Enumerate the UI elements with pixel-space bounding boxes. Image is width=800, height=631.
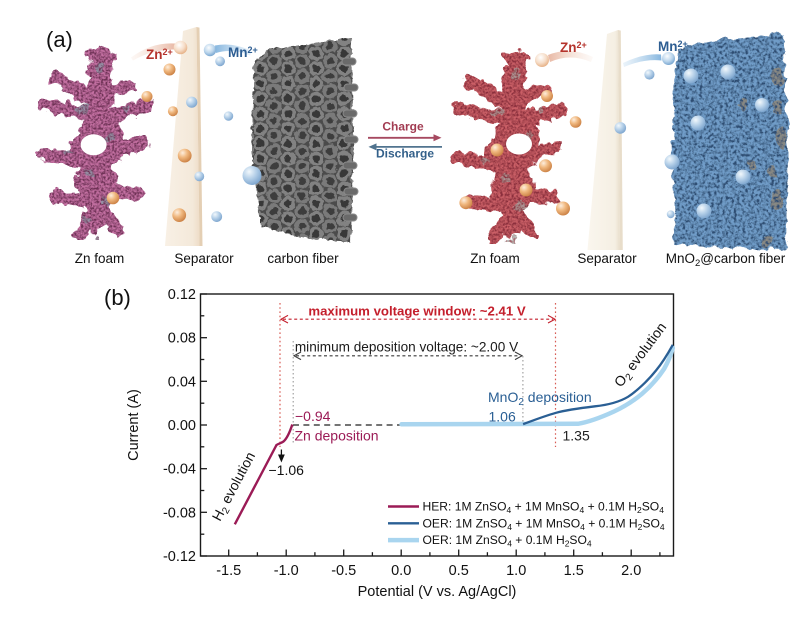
svg-text:Separator: Separator	[577, 251, 637, 266]
svg-text:Zn foam: Zn foam	[75, 251, 125, 266]
svg-text:carbon fiber: carbon fiber	[267, 251, 339, 266]
svg-text:-0.5: -0.5	[331, 563, 356, 579]
svg-text:-1.0: -1.0	[274, 563, 299, 579]
svg-text:-0.04: -0.04	[163, 462, 196, 478]
svg-text:0.08: 0.08	[168, 331, 196, 347]
svg-text:HER: 1M ZnSO4 + 1M MnSO4 + 0.1: HER: 1M ZnSO4 + 1M MnSO4 + 0.1M H2SO4	[423, 500, 665, 516]
svg-text:-0.12: -0.12	[163, 549, 196, 565]
svg-text:1.5: 1.5	[564, 563, 584, 579]
svg-text:Zn foam: Zn foam	[470, 251, 520, 266]
svg-text:-1.5: -1.5	[216, 563, 241, 579]
svg-text:(b): (b)	[104, 285, 131, 310]
svg-text:maximum voltage window: ~2.41: maximum voltage window: ~2.41 V	[308, 304, 525, 319]
svg-text:−0.94: −0.94	[295, 408, 331, 424]
svg-text:OER: 1M ZnSO4 + 0.1M H2SO4: OER: 1M ZnSO4 + 0.1M H2SO4	[423, 533, 592, 549]
svg-text:0.04: 0.04	[168, 374, 196, 390]
svg-text:0.00: 0.00	[168, 418, 196, 434]
svg-text:0.5: 0.5	[449, 563, 469, 579]
svg-text:Separator: Separator	[174, 251, 234, 266]
svg-text:Discharge: Discharge	[376, 147, 434, 161]
svg-text:1.06: 1.06	[489, 409, 516, 425]
svg-text:-0.08: -0.08	[163, 505, 196, 521]
svg-text:Current (A): Current (A)	[126, 389, 142, 461]
svg-text:1.0: 1.0	[506, 563, 526, 579]
svg-text:−1.06: −1.06	[269, 462, 305, 478]
svg-text:Potential (V vs. Ag/AgCl): Potential (V vs. Ag/AgCl)	[358, 584, 517, 600]
svg-text:minimum deposition voltage: ~2: minimum deposition voltage: ~2.00 V	[295, 340, 518, 355]
svg-text:Zn deposition: Zn deposition	[295, 428, 379, 444]
svg-text:Charge: Charge	[382, 120, 424, 134]
svg-text:1.35: 1.35	[563, 428, 590, 444]
svg-text:2.0: 2.0	[621, 563, 641, 579]
svg-text:0.12: 0.12	[168, 287, 196, 303]
svg-text:MnO2 deposition: MnO2 deposition	[488, 389, 592, 408]
svg-text:(a): (a)	[46, 27, 73, 52]
svg-text:OER: 1M ZnSO4 + 1M MnSO4 + 0.1: OER: 1M ZnSO4 + 1M MnSO4 + 0.1M H2SO4	[423, 516, 665, 532]
svg-text:0.0: 0.0	[391, 563, 411, 579]
